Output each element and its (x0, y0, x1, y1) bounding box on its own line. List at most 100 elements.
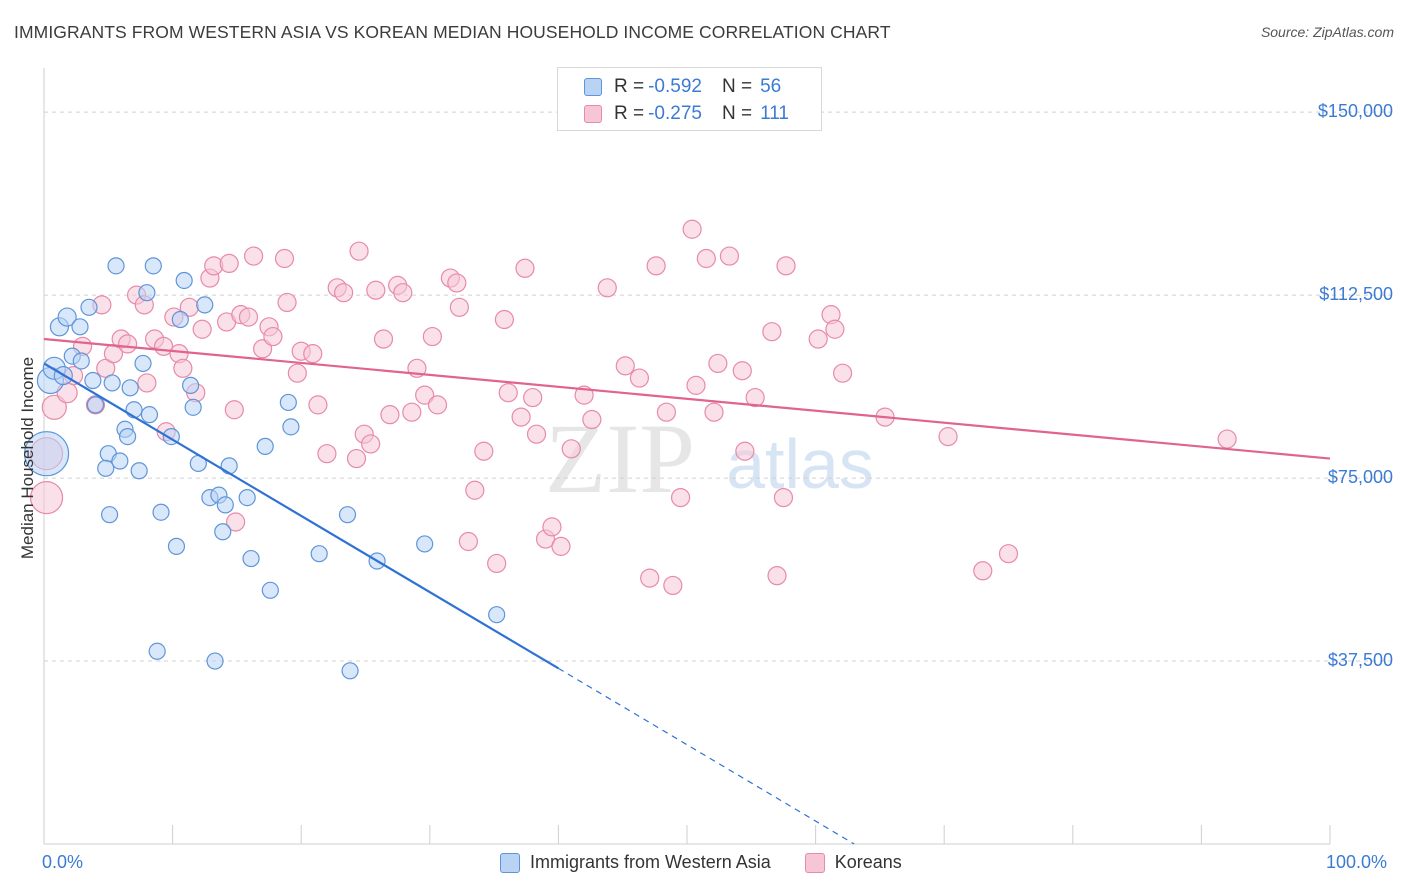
data-point (373, 329, 394, 349)
data-point (282, 418, 300, 436)
data-point (696, 248, 716, 269)
data-point (551, 536, 571, 556)
data-point (244, 246, 264, 266)
x-tick-label-max: 100.0% (1326, 852, 1388, 872)
data-point (449, 297, 469, 317)
n-value: 56 (760, 76, 782, 97)
y-tick-label: $150,000 (1317, 101, 1393, 122)
data-point (238, 307, 259, 327)
data-point (220, 457, 238, 475)
legend-label: Koreans (834, 852, 902, 872)
data-point (219, 253, 239, 274)
data-point (338, 506, 357, 524)
data-point (1217, 429, 1237, 449)
data-point (175, 271, 193, 290)
data-point (773, 487, 794, 508)
blue-swatch (500, 852, 520, 873)
data-point (148, 642, 166, 660)
data-point (447, 273, 467, 293)
data-point (670, 487, 691, 508)
data-point (100, 506, 119, 524)
data-point (334, 283, 354, 303)
blue-swatch (584, 78, 602, 96)
data-point (134, 354, 152, 373)
data-point (226, 512, 246, 532)
watermark-atlas: atlas (726, 425, 874, 503)
data-point (184, 398, 202, 416)
legend-label: Immigrants from Western Asia (530, 852, 771, 872)
data-point (487, 553, 507, 574)
data-point (72, 352, 90, 370)
data-point (303, 344, 323, 364)
data-point (144, 257, 162, 275)
data-point (515, 258, 535, 278)
pink-swatch (804, 852, 825, 873)
data-point (998, 544, 1019, 564)
series-legend: Immigrants from Western Asia Koreans (500, 852, 936, 873)
data-point (277, 292, 297, 313)
data-point (938, 427, 958, 447)
data-point (263, 326, 283, 347)
data-point (833, 363, 853, 383)
n-value: 111 (760, 103, 789, 124)
data-point (498, 383, 518, 403)
data-point (261, 581, 279, 599)
stats-row-pink: R = -0.275 N = 111 (584, 102, 789, 126)
data-point (130, 462, 148, 480)
data-point (167, 537, 186, 555)
data-point (256, 437, 274, 455)
data-point (597, 278, 617, 298)
grid-lines (44, 111, 1393, 662)
western-asia-points (23, 257, 506, 680)
koreans-points (29, 219, 1237, 596)
data-point (646, 256, 666, 276)
data-point (361, 434, 381, 454)
data-point (171, 310, 189, 329)
data-point (640, 568, 660, 588)
data-point (629, 368, 650, 388)
data-point (29, 480, 64, 515)
data-point (346, 448, 367, 469)
legend-item-koreans: Koreans (804, 852, 902, 873)
data-point (224, 400, 244, 420)
data-point (474, 441, 494, 461)
r-value: -0.275 (648, 103, 702, 124)
data-point (582, 409, 602, 430)
r-value: -0.592 (648, 76, 702, 97)
data-point (279, 393, 297, 412)
data-point (402, 402, 422, 422)
data-point (542, 517, 562, 537)
data-point (173, 358, 193, 378)
data-point (458, 531, 478, 552)
western-asia-trend-extension (558, 667, 855, 845)
data-point (682, 219, 702, 239)
data-point (253, 339, 273, 359)
r-label: R = (614, 103, 645, 124)
trend-lines (43, 337, 1331, 845)
data-point (71, 318, 89, 336)
data-point (745, 387, 765, 408)
chart-title: IMMIGRANTS FROM WESTERN ASIA VS KOREAN M… (14, 22, 891, 42)
y-tick-label: $112,500 (1319, 284, 1393, 305)
data-point (317, 444, 337, 464)
data-point (80, 298, 98, 316)
data-point (308, 395, 328, 415)
data-point (762, 322, 782, 342)
data-point (137, 373, 157, 393)
data-point (206, 652, 224, 670)
n-label: N = (721, 103, 753, 124)
data-point (415, 385, 435, 405)
x-tick-label-min: 0.0% (42, 852, 84, 872)
data-point (422, 326, 442, 347)
data-point (287, 363, 307, 383)
data-point (494, 309, 514, 330)
data-point (825, 319, 845, 339)
data-point (808, 329, 828, 349)
data-point (341, 662, 359, 680)
stats-row-blue: R = -0.592 N = 56 (584, 75, 781, 99)
data-point (23, 431, 70, 477)
data-point (561, 439, 581, 459)
stats-legend: R = -0.592 N = 56 R = -0.275 N = 111 (557, 67, 822, 131)
data-point (465, 480, 485, 500)
data-point (121, 379, 139, 397)
